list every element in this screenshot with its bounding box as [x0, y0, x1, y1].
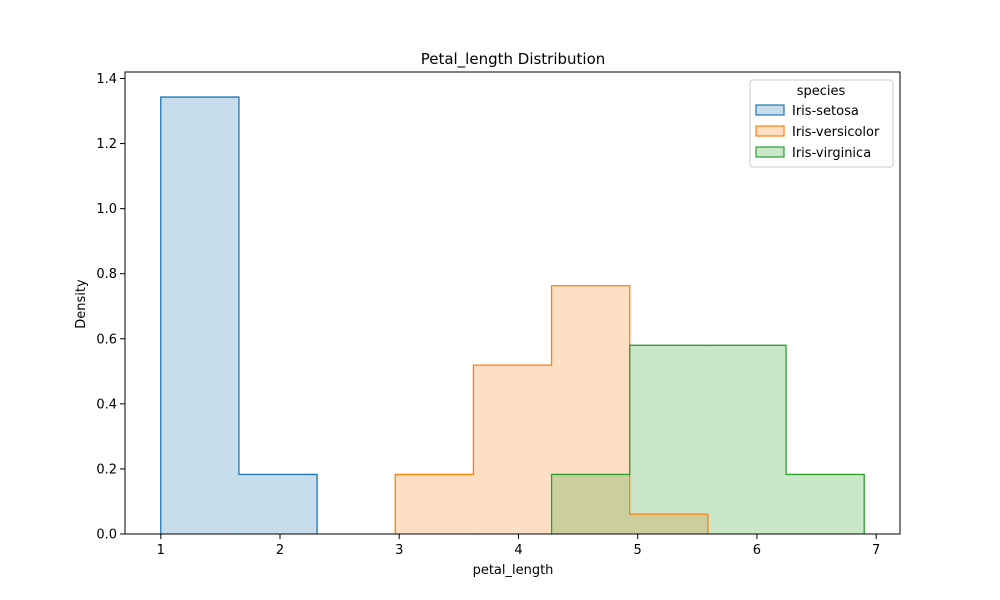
bar-iris-versicolor-5: [551, 285, 630, 534]
legend-swatch-iris-setosa: [755, 104, 785, 116]
x-tick-label: 2: [276, 543, 284, 558]
bar-iris-virginica-5: [551, 474, 630, 534]
x-tick-label: 6: [753, 543, 761, 558]
bar-iris-versicolor-6: [629, 514, 708, 534]
legend-swatch-iris-virginica: [755, 146, 785, 158]
y-tick-label: 0.6: [96, 332, 117, 347]
x-tick-label: 7: [872, 543, 880, 558]
legend-frame: [749, 79, 894, 168]
x-tick-label: 5: [634, 543, 642, 558]
legend-label-iris-versicolor: Iris-versicolor: [792, 125, 880, 140]
y-tick-label: 1.2: [96, 137, 117, 152]
bar-iris-setosa-1: [238, 474, 318, 534]
legend-title: species: [797, 84, 846, 99]
histogram-bars: [160, 96, 865, 534]
bar-iris-virginica-6: [629, 345, 708, 534]
outline-iris-setosa: [160, 96, 318, 534]
outline-iris-versicolor: [394, 285, 709, 534]
bar-iris-virginica-7: [707, 345, 787, 534]
x-tick-label: 1: [157, 543, 165, 558]
legend-label-iris-setosa: Iris-setosa: [792, 104, 859, 119]
y-tick-label: 1.0: [96, 202, 117, 217]
bar-iris-versicolor-3: [395, 474, 474, 534]
plot-frame: [124, 71, 901, 535]
axes: 1 2 3 4 5 6 7 0.0 0.2 0.4 0.6 0.8 1.0 1.2 1.4: [96, 71, 901, 558]
chart-title: Petal_length Distribution: [421, 50, 606, 69]
legend-label-iris-virginica: Iris-virginica: [792, 146, 871, 161]
y-tick-label: 0.4: [96, 397, 117, 412]
x-axis-label: petal_length: [473, 563, 554, 578]
x-tick-label: 4: [514, 543, 522, 558]
x-tick-label: 3: [395, 543, 403, 558]
y-axis-label: Density: [74, 279, 89, 329]
bar-iris-virginica-8: [786, 474, 865, 534]
outline-iris-virginica: [550, 344, 865, 534]
legend-swatch-iris-versicolor: [755, 125, 785, 137]
bar-iris-setosa-0: [160, 97, 239, 534]
y-tick-label: 0.8: [96, 267, 117, 282]
y-tick-label: 0.2: [96, 462, 117, 477]
legend: species Iris-setosa Iris-versicolor Iris-v…: [749, 79, 894, 168]
y-tick-label: 0.0: [96, 528, 117, 543]
y-tick-label: 1.4: [96, 72, 117, 87]
bar-iris-versicolor-4: [473, 365, 552, 534]
